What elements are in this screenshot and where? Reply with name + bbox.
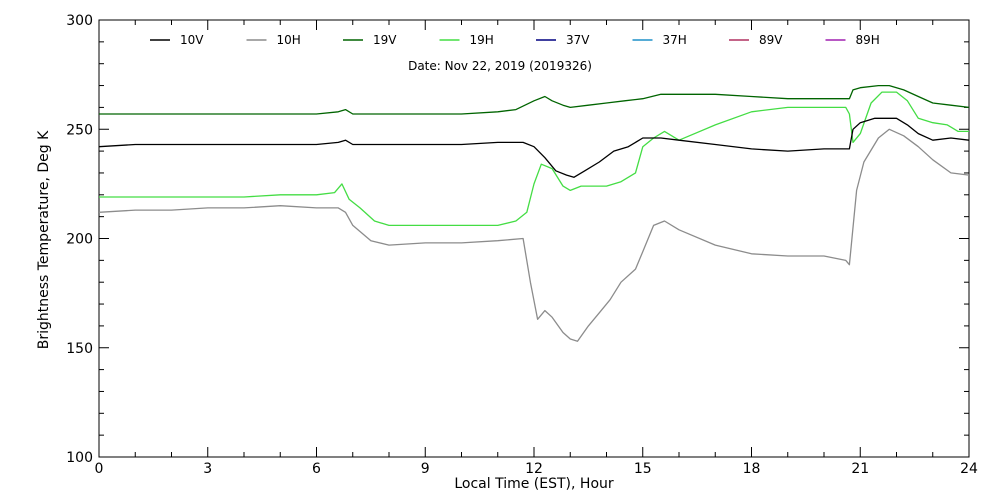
x-tick-label: 18	[743, 461, 761, 477]
legend-label-10v: 10V	[180, 33, 204, 47]
legend-label-37h: 37H	[663, 33, 687, 47]
series-layer	[98, 84, 970, 342]
y-tick-label: 300	[66, 13, 93, 29]
legend-label-37v: 37V	[566, 33, 590, 47]
x-tick-label: 21	[851, 461, 869, 477]
x-tick-label: 24	[960, 461, 978, 477]
series-line-19v	[99, 84, 970, 115]
legend: 10V 10H 19V 19H 37V 37H 89V 89H	[150, 33, 880, 47]
legend-label-10h: 10H	[277, 33, 301, 47]
series-line-10h	[98, 128, 970, 342]
y-tick-label: 250	[66, 122, 93, 138]
y-tick-label: 150	[66, 341, 93, 357]
legend-label-89v: 89V	[759, 33, 783, 47]
legend-label-89h: 89H	[856, 33, 880, 47]
y-axis-title: Brightness Temperature, Deg K	[36, 130, 52, 349]
plot-frame	[98, 19, 970, 458]
x-tick-label: 6	[312, 461, 321, 477]
x-tick-label: 12	[525, 461, 543, 477]
legend-label-19h: 19H	[470, 33, 494, 47]
legend-label-19v: 19V	[373, 33, 397, 47]
x-tick-label: 0	[95, 461, 104, 477]
x-tick-label: 9	[421, 461, 430, 477]
series-line-19h	[99, 91, 969, 227]
date-annotation: Date: Nov 22, 2019 (2019326)	[408, 59, 592, 73]
y-tick-label: 100	[66, 450, 93, 466]
series-line-10v	[98, 117, 970, 178]
y-tick-label: 200	[66, 232, 93, 248]
ticks-layer: 0 3 6 9 12 15 18 21 24 100 150 200 250 300	[66, 13, 978, 477]
x-axis-title: Local Time (EST), Hour	[454, 476, 614, 492]
x-tick-label: 15	[634, 461, 652, 477]
x-tick-label: 3	[203, 461, 212, 477]
